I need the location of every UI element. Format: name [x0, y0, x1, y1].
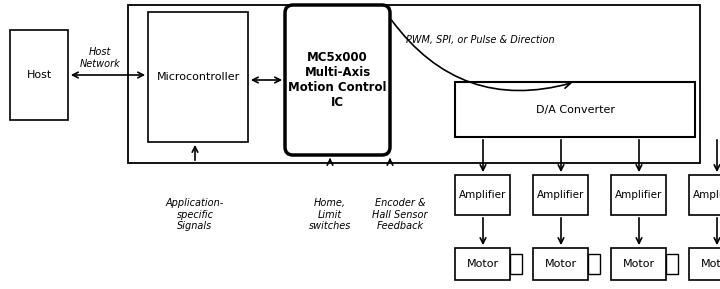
Bar [148, 12, 248, 142]
Bar [455, 175, 510, 215]
Bar [666, 254, 678, 274]
Bar [689, 248, 720, 280]
Text: PWM, SPI, or Pulse & Direction: PWM, SPI, or Pulse & Direction [406, 35, 554, 45]
Bar [611, 248, 666, 280]
Text: Motor: Motor [622, 259, 654, 269]
Bar [128, 5, 700, 163]
Text: D/A Converter: D/A Converter [536, 105, 614, 114]
Bar [611, 175, 666, 215]
FancyBboxPatch shape [285, 5, 390, 155]
Text: Microcontroller: Microcontroller [156, 72, 240, 82]
Text: Amplifier: Amplifier [693, 190, 720, 200]
Bar [588, 254, 600, 274]
Bar [455, 248, 510, 280]
Text: Host: Host [27, 70, 52, 80]
Text: Motor: Motor [544, 259, 577, 269]
Text: Home,
Limit
switches: Home, Limit switches [309, 198, 351, 231]
Bar [689, 175, 720, 215]
Text: MC5x000
Multi-Axis
Motion Control
IC: MC5x000 Multi-Axis Motion Control IC [288, 51, 387, 109]
Text: Amplifier: Amplifier [537, 190, 584, 200]
FancyArrowPatch shape [392, 20, 570, 90]
Bar [455, 82, 695, 137]
Bar [533, 248, 588, 280]
Text: Amplifier: Amplifier [615, 190, 662, 200]
Text: Motor: Motor [467, 259, 498, 269]
Bar [533, 175, 588, 215]
Text: Application-
specific
Signals: Application- specific Signals [166, 198, 224, 231]
Bar [10, 30, 68, 120]
Text: Amplifier: Amplifier [459, 190, 506, 200]
Text: Host
Network: Host Network [80, 47, 120, 69]
Bar [510, 254, 522, 274]
Text: Encoder &
Hall Sensor
Feedback: Encoder & Hall Sensor Feedback [372, 198, 428, 231]
Text: Motor: Motor [701, 259, 720, 269]
